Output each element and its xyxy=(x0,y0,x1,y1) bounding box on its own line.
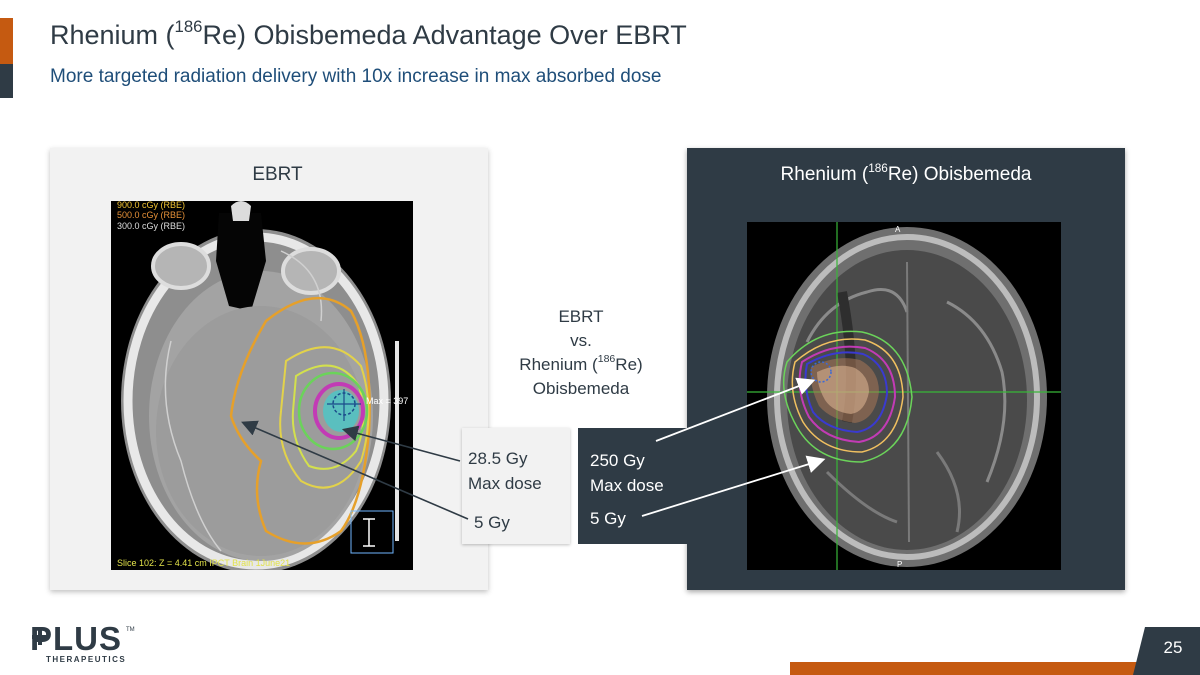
page-number: 25 xyxy=(1163,638,1183,657)
rhenium-panel-label: Rhenium (186Re) Obisbemeda xyxy=(780,161,1032,185)
footer-accent-bar xyxy=(790,662,1140,675)
logo-subtitle: THERAPEUTICS xyxy=(46,655,127,664)
page-number-box xyxy=(1133,627,1200,675)
max-dose-readout: Max = 397 xyxy=(366,396,408,406)
orientation-anterior: A xyxy=(895,225,901,234)
ebrt-dose-callout xyxy=(462,428,570,544)
slide-title: Rhenium (186Re) Obisbemeda Advantage Ove… xyxy=(50,17,687,50)
plus-therapeutics-logo xyxy=(32,629,48,645)
comparison-label: EBRT vs. Rhenium (186Re) Obisbemeda xyxy=(519,307,643,398)
rhenium-low-dose: 5 Gy xyxy=(590,509,626,528)
slice-caption: Slice 102: Z = 4.41 cm IPCT Brain 1June2… xyxy=(117,558,290,568)
ebrt-max-dose: 28.5 Gy Max dose xyxy=(468,449,542,493)
logo-trademark: TM xyxy=(126,627,135,633)
ebrt-ct-scan-image: 900.0 cGy (RBE) 500.0 cGy (RBE) 300.0 cG… xyxy=(111,201,413,570)
accent-bar-dark xyxy=(0,64,13,98)
ebrt-low-dose: 5 Gy xyxy=(474,513,510,532)
slide-subtitle: More targeted radiation delivery with 10… xyxy=(50,66,662,87)
dose-legend-500: 500.0 cGy (RBE) xyxy=(117,210,185,220)
logo-wordmark: PLUS xyxy=(30,620,123,657)
orientation-posterior: P xyxy=(897,560,902,569)
accent-bar-orange xyxy=(0,18,13,64)
dose-legend-900: 900.0 cGy (RBE) xyxy=(117,201,185,210)
ebrt-panel-label: EBRT xyxy=(252,164,303,185)
dose-legend-300: 300.0 cGy (RBE) xyxy=(117,221,185,231)
rhenium-mri-scan-image: A P xyxy=(747,222,1061,570)
rhenium-max-dose: 250 Gy Max dose xyxy=(590,451,664,495)
